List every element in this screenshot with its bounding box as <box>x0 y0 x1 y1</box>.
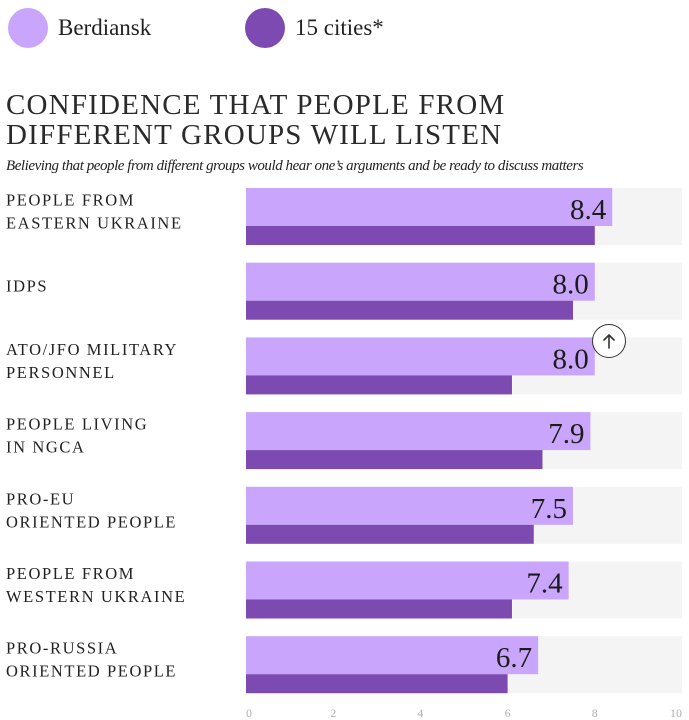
legend: Berdiansk 15 cities* <box>8 8 508 52</box>
arrow-up-icon <box>603 334 615 349</box>
category-label: PRO-RUSSIA <box>6 639 118 658</box>
legend-swatch-berdiansk <box>8 8 48 48</box>
category-label: EASTERN UKRAINE <box>6 214 183 233</box>
category-label: ORIENTED PEOPLE <box>6 662 177 681</box>
category-label: ORIENTED PEOPLE <box>6 512 177 531</box>
bar-15-cities <box>246 300 573 320</box>
category-label: PERSONNEL <box>6 363 116 382</box>
legend-label-15-cities: 15 cities* <box>295 15 384 40</box>
legend-swatch-15-cities <box>245 8 285 48</box>
category-label: PRO-EU <box>6 489 75 508</box>
bar-15-cities <box>246 599 512 619</box>
bar-15-cities <box>246 226 595 245</box>
category-label: PEOPLE LIVING <box>6 415 148 434</box>
value-label: 6.7 <box>496 642 532 674</box>
scroll-to-top-button[interactable] <box>592 324 626 358</box>
legend-label-berdiansk: Berdiansk <box>58 15 152 40</box>
bar-15-cities <box>246 375 512 395</box>
bar-berdiansk <box>246 636 539 675</box>
bar-berdiansk <box>246 561 569 600</box>
x-tick-label: 8 <box>592 706 598 720</box>
x-tick-label: 6 <box>505 706 511 720</box>
x-tick-label: 0 <box>246 706 252 720</box>
value-label: 7.9 <box>548 418 584 450</box>
category-label: IN NGCA <box>6 438 86 457</box>
value-label: 8.0 <box>553 269 589 301</box>
legend-item-berdiansk: Berdiansk <box>8 8 151 48</box>
bar-berdiansk <box>246 337 595 376</box>
value-label: 7.4 <box>526 568 563 600</box>
value-label: 8.0 <box>553 343 589 375</box>
bar-15-cities <box>246 674 508 694</box>
bar-berdiansk <box>246 412 591 451</box>
value-label: 7.5 <box>531 493 567 525</box>
value-label: 8.4 <box>570 194 607 226</box>
bar-berdiansk <box>246 188 613 226</box>
category-label: PEOPLE FROM <box>6 564 135 583</box>
x-tick-label: 10 <box>670 706 682 720</box>
chart-subtitle: Believing that people from different gro… <box>6 158 584 174</box>
category-label: IDPS <box>6 277 48 296</box>
legend-item-15-cities: 15 cities* <box>245 8 384 48</box>
bar-berdiansk <box>246 262 595 301</box>
bar-15-cities <box>246 524 534 544</box>
bar-berdiansk <box>246 486 573 525</box>
bar-15-cities <box>246 450 543 470</box>
x-tick-label: 4 <box>417 706 423 720</box>
category-label: WESTERN UKRAINE <box>6 587 186 606</box>
x-tick-label: 2 <box>330 706 336 720</box>
category-label: ATO/JFO MILITARY <box>6 340 178 359</box>
category-label: PEOPLE FROM <box>6 191 135 210</box>
chart-title: CONFIDENCE THAT PEOPLE FROM DIFFERENT GR… <box>6 89 506 151</box>
